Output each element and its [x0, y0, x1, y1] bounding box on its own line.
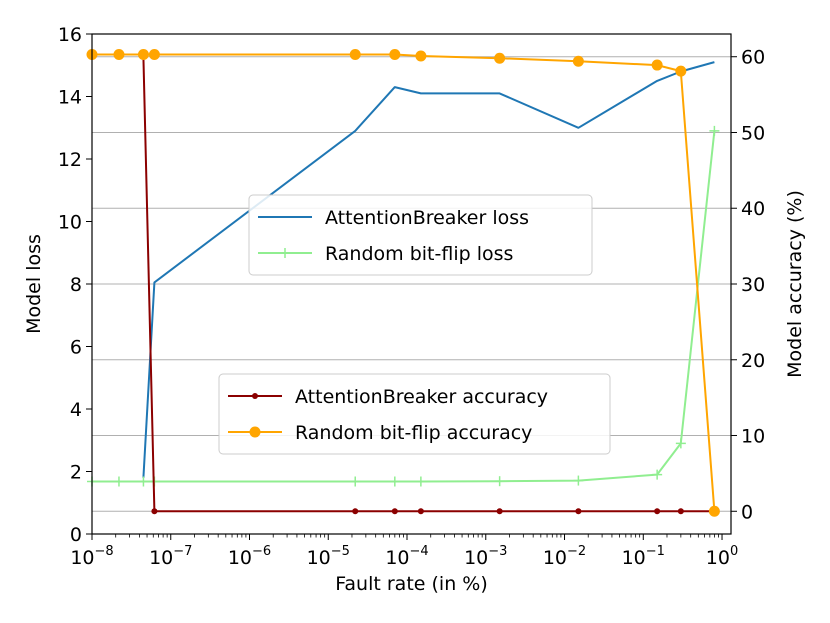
x-tick-label: 10−8	[70, 544, 113, 569]
left-y-axis-title: Model loss	[23, 234, 45, 334]
left-y-tick-label: 4	[70, 399, 82, 421]
right-y-tick-label: 10	[741, 426, 765, 448]
series-random-bit-flip-loss-point	[573, 475, 584, 486]
right-y-axis-title: Model accuracy (%)	[784, 190, 806, 378]
legend-label: AttentionBreaker loss	[325, 207, 529, 229]
series-attentionbreaker-accuracy-point	[352, 508, 359, 515]
left-y-tick-label: 8	[70, 274, 82, 296]
x-tick-label: 10−2	[543, 544, 586, 569]
x-tick-label: 100	[706, 544, 738, 569]
right-y-tick-label: 60	[741, 47, 765, 69]
series-random-bit-flip-loss-point	[494, 476, 505, 487]
legend-swatch-point	[252, 393, 258, 399]
legend-swatch-point	[280, 248, 290, 258]
right-y-tick-label: 50	[741, 122, 765, 144]
left-y-tick-label: 14	[58, 87, 82, 109]
series-random-bit-flip-accuracy-point	[349, 48, 361, 60]
legend-box	[218, 373, 611, 455]
series-attentionbreaker-accuracy-point	[575, 508, 582, 515]
series-attentionbreaker-accuracy-point	[151, 508, 158, 515]
series-attentionbreaker-accuracy-point	[496, 508, 503, 515]
right-y-tick-label: 40	[741, 198, 765, 220]
x-tick-label: 10−7	[149, 544, 192, 569]
legend-box	[248, 194, 593, 276]
right-y-tick-label: 0	[741, 501, 753, 523]
left-y-tick-label: 0	[70, 524, 82, 546]
legend-label: Random bit-flip accuracy	[295, 422, 532, 444]
series-random-bit-flip-loss-point	[652, 469, 663, 480]
x-tick-label: 10−3	[464, 544, 507, 569]
series-random-bit-flip-accuracy	[86, 48, 720, 517]
series-attentionbreaker-accuracy-point	[677, 508, 684, 515]
series-random-bit-flip-accuracy-point	[708, 505, 720, 517]
series-random-bit-flip-accuracy-point	[415, 50, 427, 62]
left-y-tick-label: 6	[70, 337, 82, 359]
legend-layer: AttentionBreaker loss Random bit-flip los…	[218, 194, 611, 455]
series-attentionbreaker-accuracy-point	[654, 508, 661, 515]
series-random-bit-flip-accuracy-point	[675, 65, 687, 77]
x-tick-label: 10−5	[307, 544, 350, 569]
x-tick-label: 10−1	[622, 544, 665, 569]
left-y-tick-label: 16	[58, 24, 82, 46]
x-axis-title: Fault rate (in %)	[335, 573, 488, 595]
series-random-bit-flip-accuracy-point	[651, 59, 663, 71]
series-random-bit-flip-loss-point	[675, 438, 686, 449]
series-random-bit-flip-accuracy-point	[113, 48, 125, 60]
series-random-bit-flip-loss-point	[350, 476, 361, 487]
series-layer	[86, 48, 720, 517]
x-tick-label: 10−4	[385, 544, 428, 569]
series-random-bit-flip-accuracy-point	[148, 48, 160, 60]
left-y-tick-label: 10	[58, 212, 82, 234]
series-line-attentionbreaker-accuracy	[142, 56, 715, 513]
series-attentionbreaker-accuracy-point	[417, 508, 424, 515]
left-y-tick-label: 12	[58, 149, 82, 171]
left-y-tick-label: 2	[70, 462, 82, 484]
legend-label: AttentionBreaker accuracy	[295, 386, 548, 408]
legend-2: AttentionBreaker accuracy Random bit-flip…	[218, 373, 611, 455]
series-random-bit-flip-accuracy-point	[494, 52, 506, 64]
series-random-bit-flip-accuracy-point	[572, 55, 584, 67]
right-y-tick-label: 30	[741, 274, 765, 296]
x-tick-label: 10−6	[228, 544, 271, 569]
series-random-bit-flip-loss-point	[138, 476, 149, 487]
series-random-bit-flip-accuracy-point	[137, 48, 149, 60]
series-random-bit-flip-loss-point	[415, 476, 426, 487]
series-random-bit-flip-loss-point	[389, 476, 400, 487]
legend-swatch-point	[249, 426, 261, 438]
series-attentionbreaker-accuracy-point	[391, 508, 398, 515]
legend-1: AttentionBreaker loss Random bit-flip los…	[248, 194, 593, 276]
series-random-bit-flip-loss	[87, 125, 720, 487]
legend-label: Random bit-flip loss	[325, 243, 513, 265]
axes-layer: 0 2 4 6 8 10 12 14 16 0 10 20 30 40 50 60 10−8 10−7 10−6 10…	[58, 24, 765, 569]
right-y-tick-label: 20	[741, 350, 765, 372]
series-random-bit-flip-accuracy-point	[389, 48, 401, 60]
series-random-bit-flip-loss-point	[113, 476, 124, 487]
series-random-bit-flip-loss-point	[709, 125, 720, 136]
